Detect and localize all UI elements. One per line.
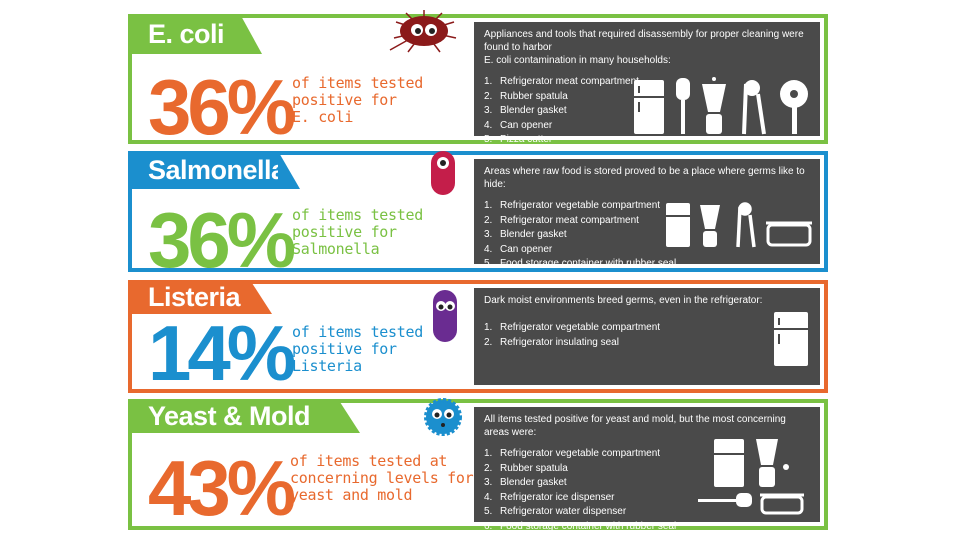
yeast-mold-panel: Yeast & Mold 43% of items tested at conc… <box>128 398 828 532</box>
salmonella-details: Areas where raw food is stored proved to… <box>474 159 820 269</box>
salmonella-caption: of items tested positive for Salmonella <box>292 206 423 258</box>
listeria-caption: of items tested positive for Listeria <box>292 323 423 375</box>
ecoli-caption: of items tested positive for E. coli <box>292 74 423 126</box>
listeria-panel: Listeria 14% of items tested positive fo… <box>128 280 828 393</box>
list-item: 2. Rubber spatula <box>484 462 568 474</box>
list-item: 4. Refrigerator ice dispenser <box>484 491 615 503</box>
salmonella-percent: 36% <box>148 196 296 284</box>
yeast-mold-germ-icon <box>424 398 462 436</box>
list-item: 3. Blender gasket <box>484 477 567 488</box>
blender-icon <box>756 439 789 487</box>
list-item: 1. Refrigerator meat compartment <box>484 76 639 87</box>
ecoli-germ-icon <box>389 10 457 53</box>
list-item: 1. Refrigerator vegetable compartment <box>484 322 661 333</box>
yeast-mold-appliance-icons <box>698 439 804 515</box>
salmonella-panel: Salmonella 36% of items tested positive … <box>128 151 828 279</box>
yeast-mold-title: Yeast & Mold <box>128 399 360 433</box>
food-container-icon <box>760 493 804 515</box>
list-item: 2. Refrigerator insulating seal <box>484 336 619 348</box>
list-item: 1. Refrigerator vegetable compartment <box>484 200 661 211</box>
list-item: 2. Rubber spatula <box>484 90 568 102</box>
listeria-details: Dark moist environments breed germs, eve… <box>474 288 820 385</box>
ecoli-details: Appliances and tools that required disas… <box>474 22 820 145</box>
ecoli-percent: 36% <box>148 63 296 151</box>
yeast-mold-details: All items tested positive for yeast and … <box>474 407 820 532</box>
ecoli-intro-line-1: Appliances and tools that required disas… <box>484 29 804 53</box>
listeria-title: Listeria <box>128 280 272 314</box>
refrigerator-icon <box>666 203 690 247</box>
list-item: 1. Refrigerator vegetable compartment <box>484 448 661 459</box>
can-opener-icon <box>736 202 756 248</box>
salmonella-title: Salmonella <box>128 151 300 189</box>
listeria-percent: 14% <box>148 309 296 397</box>
salmonella-germ-icon <box>431 151 455 195</box>
listeria-appliance-icons <box>774 312 808 366</box>
salmonella-intro: Areas where raw food is stored proved to… <box>484 166 805 190</box>
ecoli-item-list: 1. Refrigerator meat compartment 2. Rubber… <box>484 75 810 148</box>
ecoli-appliance-icons <box>634 77 808 135</box>
yeast-mold-item-list: 1. Refrigerator vegetable compartment 2. R… <box>484 447 810 534</box>
salmonella-appliance-icons <box>666 202 812 248</box>
salmonella-item-list: 1. Refrigerator vegetable compartment 2. R… <box>484 199 810 272</box>
yeast-mold-percent: 43% <box>148 444 296 532</box>
pizza-cutter-icon <box>780 80 808 134</box>
list-item: 4. Can opener <box>484 119 553 131</box>
listeria-germ-icon <box>433 290 457 342</box>
list-item: 3. Blender gasket <box>484 229 567 240</box>
yeast-mold-intro: All items tested positive for yeast and … <box>484 414 786 438</box>
ecoli-title: E. coli <box>128 14 262 54</box>
blender-icon <box>700 205 720 247</box>
list-item: 5. Pizza cutter <box>484 134 553 145</box>
ecoli-intro-line-2: E. coli contamination in many households… <box>484 55 671 66</box>
list-item: 5. Refrigerator water dispenser <box>484 506 627 517</box>
list-item: 4. Can opener <box>484 243 553 255</box>
blender-icon <box>702 77 726 134</box>
refrigerator-icon <box>714 439 744 487</box>
refrigerator-icon <box>774 312 808 366</box>
list-item: 2. Refrigerator meat compartment <box>484 214 639 226</box>
list-item: 6. Food storage container with rubber sea… <box>484 520 677 532</box>
spatula-icon <box>698 493 752 507</box>
ecoli-panel: E. coli 36% of items tested positive for… <box>128 10 828 151</box>
food-container-icon <box>766 221 812 247</box>
listeria-item-list: 1. Refrigerator vegetable compartment 2. R… <box>484 321 810 350</box>
yeast-mold-caption: of items tested at concerning levels for… <box>290 452 474 504</box>
spatula-icon <box>676 78 690 134</box>
list-item: 3. Blender gasket <box>484 105 567 116</box>
listeria-intro: Dark moist environments breed germs, eve… <box>484 295 763 306</box>
list-item: 5. Food storage container with rubber sea… <box>484 258 677 269</box>
can-opener-icon <box>742 80 766 135</box>
refrigerator-icon <box>634 80 664 134</box>
